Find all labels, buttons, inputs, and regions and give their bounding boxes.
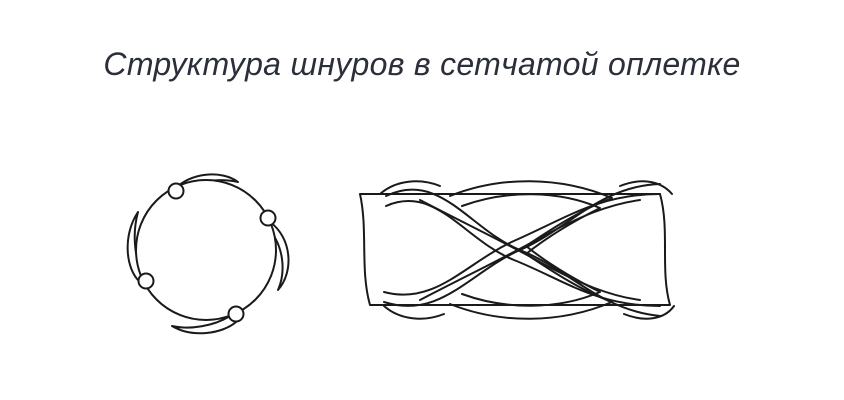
- diagram-title: Структура шнуров в сетчатой оплетке: [103, 46, 741, 82]
- braid-edge-bottom-right: [623, 305, 675, 320]
- woven-cord-d-inner: [461, 245, 601, 307]
- woven-cord-b-inner: [383, 193, 661, 296]
- woven-cord-d-outer: [449, 249, 613, 320]
- cord-dot-bottom: [227, 305, 245, 323]
- woven-cord-c-inner: [461, 193, 601, 255]
- woven-cord-f: [419, 199, 641, 301]
- side-view: [359, 180, 675, 320]
- woven-cord-e: [419, 199, 641, 301]
- cord-dot-top: [167, 182, 185, 200]
- braid-crescent-bottom: [171, 315, 237, 335]
- braid-crescent-right: [267, 221, 290, 291]
- braid-edge-bottom-left: [383, 305, 445, 320]
- cross-section-view: [126, 173, 290, 335]
- braid-edge-top-left: [379, 180, 441, 195]
- cord-dot-left: [137, 272, 155, 290]
- woven-cord-c-outer: [449, 180, 613, 251]
- cord-dot-right: [259, 209, 277, 227]
- cable-core-circle: [135, 179, 277, 321]
- braid-edge-top-right: [619, 180, 673, 195]
